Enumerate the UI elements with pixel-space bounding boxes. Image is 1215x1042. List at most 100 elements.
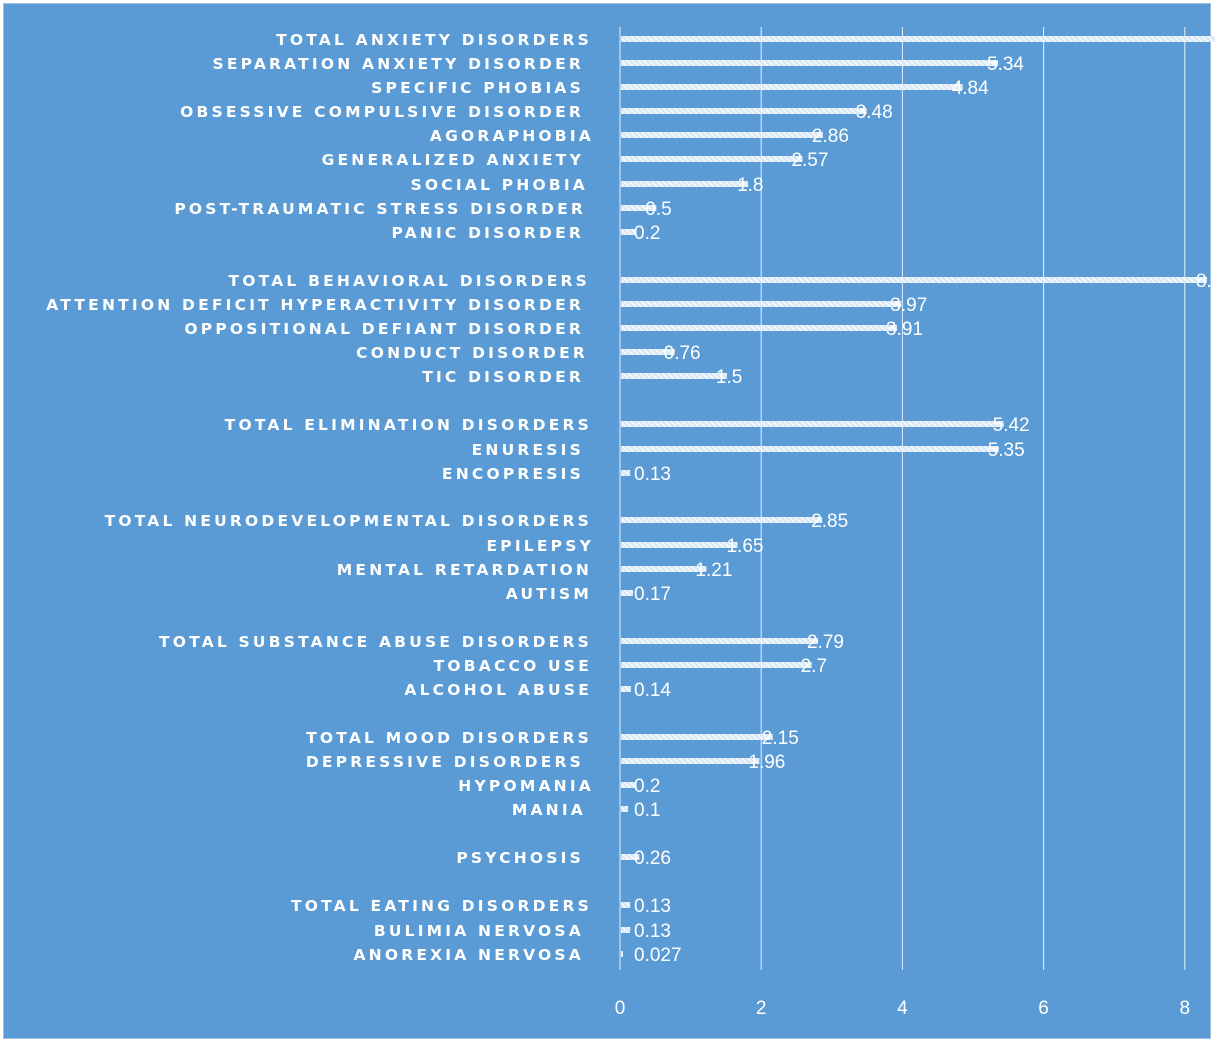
data-label: 0.027 — [634, 945, 682, 966]
data-label: 2.86 — [812, 126, 849, 147]
data-label: 3.48 — [856, 102, 893, 123]
bar — [621, 686, 631, 692]
category-label: TOTAL SUBSTANCE ABUSE DISORDERS — [159, 633, 592, 651]
x-tick-label: 6 — [1038, 998, 1049, 1019]
category-label: PANIC DISORDER — [391, 224, 584, 242]
data-label: 0.76 — [664, 343, 701, 364]
category-label: TOBACCO USE — [434, 657, 592, 675]
data-label: 3.97 — [890, 295, 927, 316]
bar — [621, 373, 727, 379]
bar — [621, 325, 898, 331]
data-label: 0.2 — [634, 223, 660, 244]
bar — [621, 758, 760, 764]
bar — [621, 84, 963, 90]
value-labels: 14.135.344.843.482.862.571.80.50.28.33.9… — [634, 54, 1215, 966]
data-label: 3.91 — [886, 319, 923, 340]
data-label: 2.15 — [762, 728, 799, 749]
bar — [621, 181, 749, 187]
category-label: EPILEPSY — [486, 537, 594, 555]
category-label: TOTAL ANXIETY DISORDERS — [276, 31, 592, 49]
data-label: 1.21 — [695, 560, 732, 581]
bar — [621, 662, 812, 668]
data-label: 0.13 — [634, 896, 671, 917]
data-label: 0.1 — [634, 800, 660, 821]
bar — [621, 277, 1207, 283]
category-label: TOTAL ELIMINATION DISORDERS — [225, 416, 592, 434]
bar — [621, 421, 1004, 427]
data-label: 2.85 — [811, 511, 848, 532]
bar — [621, 470, 631, 476]
bar — [621, 108, 867, 114]
category-label: SEPARATION ANXIETY DISORDER — [213, 55, 584, 73]
bar — [621, 590, 634, 596]
category-label: TOTAL EATING DISORDERS — [291, 897, 592, 915]
category-label: ENURESIS — [472, 441, 584, 459]
bar — [621, 638, 818, 644]
category-label: POST-TRAUMATIC STRESS DISORDER — [174, 200, 586, 218]
data-label: 1.65 — [726, 536, 763, 557]
data-label: 0.2 — [634, 776, 660, 797]
data-label: 5.35 — [988, 440, 1025, 461]
x-tick-label: 8 — [1180, 998, 1191, 1019]
data-label: 2.79 — [807, 632, 844, 653]
data-label: 0.26 — [634, 848, 671, 869]
bar — [621, 927, 631, 933]
data-label: 5.34 — [987, 54, 1024, 75]
category-label: AUTISM — [506, 585, 592, 603]
bar — [621, 446, 999, 452]
data-label: 2.7 — [801, 656, 827, 677]
gridlines — [619, 27, 1186, 970]
bars — [621, 36, 1215, 957]
bar — [621, 60, 999, 66]
data-label: 4.84 — [952, 78, 989, 99]
category-label: PSYCHOSIS — [456, 849, 584, 867]
data-label: 5.42 — [993, 415, 1030, 436]
bar — [621, 36, 1215, 42]
data-label: 1.96 — [748, 752, 785, 773]
category-label: SOCIAL PHOBIA — [411, 176, 588, 194]
bar — [621, 156, 803, 162]
data-label: 0.13 — [634, 464, 671, 485]
bar — [621, 517, 823, 523]
data-label: 0.17 — [634, 584, 671, 605]
chart-frame — [3, 3, 1211, 1039]
category-label: ANOREXIA NERVOSA — [353, 946, 584, 964]
bar — [621, 806, 629, 812]
category-label: OPPOSITIONAL DEFIANT DISORDER — [184, 320, 584, 338]
x-tick-label: 4 — [897, 998, 908, 1019]
data-label: 1.5 — [716, 367, 742, 388]
data-label: 0.13 — [634, 921, 671, 942]
x-tick-label: 0 — [615, 998, 626, 1019]
bar — [621, 734, 773, 740]
category-label: HYPOMANIA — [458, 777, 594, 795]
bar — [621, 301, 902, 307]
category-label: DEPRESSIVE DISORDERS — [306, 753, 584, 771]
category-label: BULIMIA NERVOSA — [374, 922, 584, 940]
x-axis-ticks: 0246810121416 — [615, 998, 1191, 1019]
category-label: TOTAL MOOD DISORDERS — [306, 729, 592, 747]
category-label: MANIA — [512, 801, 586, 819]
category-label: OBSESSIVE COMPULSIVE DISORDER — [180, 103, 584, 121]
data-label: 1.8 — [737, 175, 763, 196]
bar — [621, 566, 707, 572]
category-label: SPECIFIC PHOBIAS — [371, 79, 584, 97]
data-label: 2.57 — [791, 150, 828, 171]
category-label: CONDUCT DISORDER — [356, 344, 588, 362]
category-label: MENTAL RETARDATION — [337, 561, 592, 579]
bar — [621, 542, 738, 548]
data-label: 0.5 — [645, 199, 671, 220]
category-label: ATTENTION DEFICIT HYPERACTIVITY DISORDER — [46, 296, 584, 314]
data-label: 8.3 — [1196, 271, 1215, 292]
category-label: TIC DISORDER — [422, 368, 584, 386]
bar — [621, 229, 636, 235]
bar — [621, 951, 623, 957]
data-label: 0.14 — [634, 680, 671, 701]
category-label: TOTAL NEURODEVELOPMENTAL DISORDERS — [105, 512, 592, 530]
category-label: AGORAPHOBIA — [430, 127, 594, 145]
bar — [621, 854, 640, 860]
category-label: GENERALIZED ANXIETY — [322, 151, 584, 169]
bar — [621, 902, 631, 908]
category-label: ALCOHOL ABUSE — [404, 681, 592, 699]
category-label: TOTAL BEHAVIORAL DISORDERS — [228, 272, 590, 290]
